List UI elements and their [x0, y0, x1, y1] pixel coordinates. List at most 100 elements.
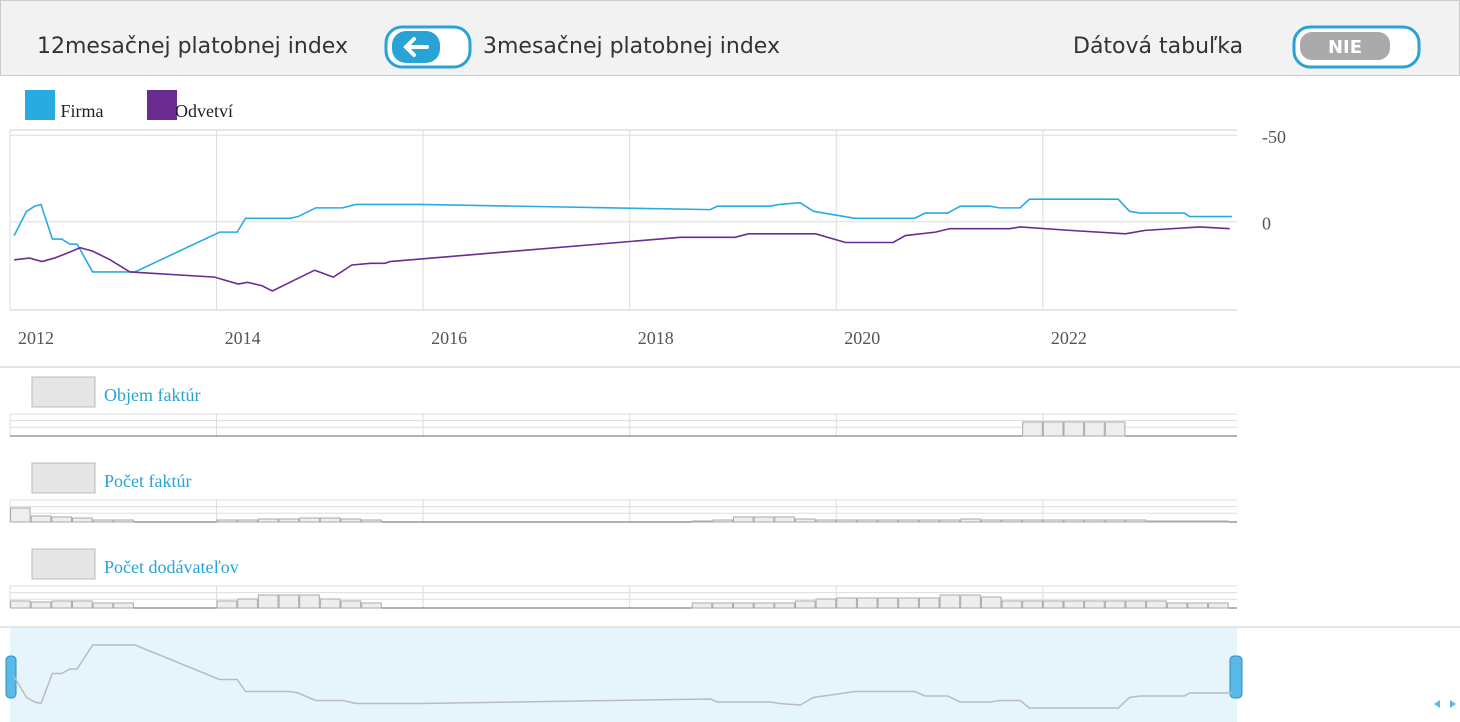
x-tick-label: 2016 [431, 328, 467, 348]
bar [319, 598, 341, 609]
bar [51, 516, 72, 523]
toggle-label[interactable]: NIE [1328, 37, 1362, 58]
bar [1166, 602, 1188, 609]
navigator-handle[interactable] [1229, 655, 1243, 699]
bar [794, 518, 816, 523]
bar [1042, 421, 1064, 437]
scroll-arrows[interactable] [1434, 700, 1456, 708]
bar [237, 598, 258, 609]
y-tick-label: -50 [1262, 127, 1286, 147]
bar [113, 519, 134, 523]
legend-label: Firma [61, 101, 104, 121]
panel-label: Počet dodávateľov [104, 557, 239, 577]
arrow-icon[interactable] [403, 37, 429, 57]
bar [939, 519, 961, 523]
bar [1042, 519, 1064, 523]
bar [71, 600, 93, 609]
bar [340, 600, 362, 609]
bar [30, 515, 52, 523]
bar [1084, 421, 1105, 437]
bar [1208, 602, 1229, 609]
bar [1001, 600, 1023, 609]
bar [340, 518, 362, 523]
bar [732, 516, 754, 523]
switch-button[interactable] [384, 25, 472, 69]
bar [898, 519, 919, 523]
x-tick-label: 2022 [1051, 328, 1087, 348]
panel-checkbox[interactable] [31, 376, 96, 408]
bar [10, 600, 31, 609]
bar [1187, 602, 1209, 609]
bar [918, 519, 940, 523]
bar [1022, 519, 1043, 523]
bar [361, 602, 382, 609]
bar [1187, 520, 1209, 523]
x-tick-label: 2014 [225, 328, 261, 348]
bar [1104, 600, 1126, 609]
bar [815, 598, 837, 609]
legend-swatch [147, 90, 177, 120]
series-line [13, 198, 1232, 273]
navigator-line [13, 644, 1232, 709]
bar [299, 594, 320, 609]
bar [1063, 421, 1085, 437]
bar [836, 519, 857, 523]
bar [1063, 519, 1085, 523]
bar [1146, 600, 1167, 609]
toggle-knob[interactable] [1300, 32, 1390, 60]
bar [753, 602, 775, 609]
bar [361, 519, 382, 523]
bar [1022, 421, 1043, 437]
bar [1208, 520, 1229, 523]
bar [815, 519, 837, 523]
navigator-handle[interactable] [5, 655, 17, 699]
bar [299, 517, 320, 523]
bar [753, 516, 775, 523]
bar [1125, 600, 1147, 609]
x-tick-label: 2012 [18, 328, 54, 348]
legend-swatch [25, 90, 55, 120]
panel-checkbox[interactable] [31, 548, 96, 580]
bar [836, 597, 857, 609]
left-label: 12mesačnej platobnej index [37, 34, 348, 59]
bar [732, 602, 754, 609]
bar [257, 518, 279, 523]
bar [1001, 519, 1023, 523]
panel-label: Počet faktúr [104, 471, 191, 491]
bar [257, 594, 279, 609]
bar [1084, 600, 1105, 609]
bar [1084, 519, 1105, 523]
table-toggle[interactable]: NIE [1292, 25, 1421, 69]
bar [712, 602, 733, 609]
bar [10, 507, 31, 523]
bar [1125, 519, 1147, 523]
bar [712, 519, 733, 523]
bar [980, 519, 1002, 523]
bar [278, 518, 300, 523]
bar [691, 602, 713, 609]
header-bar [0, 0, 1460, 76]
bar [960, 518, 981, 523]
x-tick-label: 2020 [844, 328, 880, 348]
bar [1146, 520, 1167, 523]
navigator-window [10, 628, 1237, 722]
bar [774, 516, 795, 523]
bar [1022, 600, 1043, 609]
bar [92, 602, 114, 609]
bar [980, 596, 1002, 609]
bar [113, 602, 134, 609]
panel-label: Objem faktúr [104, 385, 200, 405]
right-label: 3mesačnej platobnej index [483, 34, 780, 59]
bar [898, 597, 919, 609]
bar [71, 517, 93, 523]
bar [939, 594, 961, 609]
panel-checkbox[interactable] [31, 462, 96, 494]
bar [877, 519, 899, 523]
bar [278, 594, 300, 609]
bar [1166, 520, 1188, 523]
bar [856, 597, 878, 609]
bar [856, 519, 878, 523]
bar [30, 601, 52, 609]
bar [216, 519, 238, 523]
